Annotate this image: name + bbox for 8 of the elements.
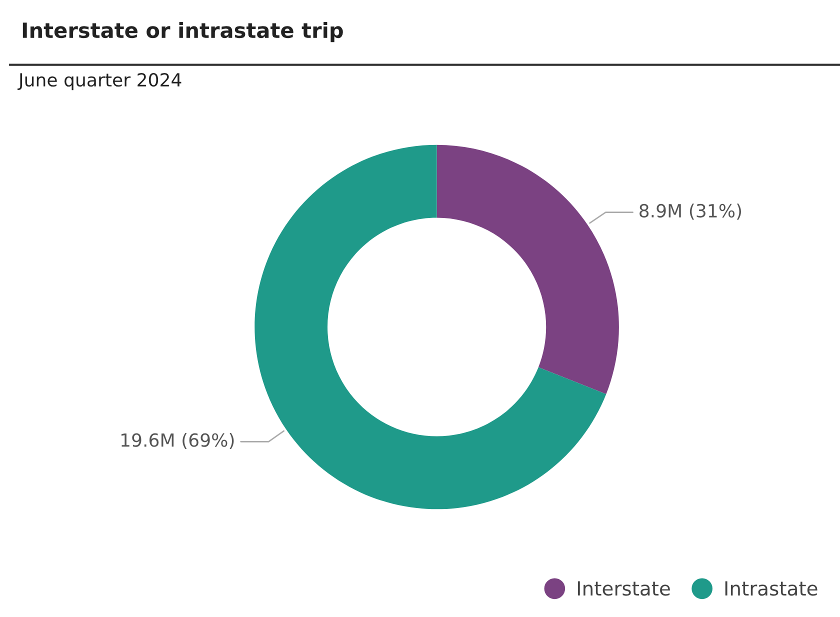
donut-slice — [254, 144, 606, 510]
donut-slice — [436, 144, 619, 394]
data-label: 8.9M (31%) — [640, 204, 742, 220]
legend-label: Interstate — [578, 581, 670, 596]
chart-title: Interstate or intrastate trip — [22, 22, 343, 42]
data-label: 19.6M (69%) — [122, 432, 234, 450]
legend-label: Intrastate — [725, 581, 818, 596]
chart-subtitle: June quarter 2024 — [18, 73, 182, 90]
